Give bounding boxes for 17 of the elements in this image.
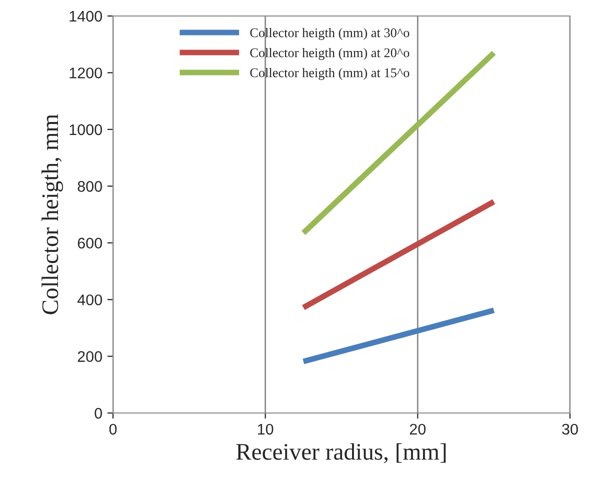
y-axis-title: Collector heigth, mm — [42, 114, 64, 314]
y-tick-label: 600 — [78, 238, 102, 249]
x-tick-label: 10 — [258, 424, 274, 435]
y-tick-label: 0 — [94, 408, 102, 419]
x-axis-title: Receiver radius, [mm] — [236, 443, 446, 464]
x-tick-label: 0 — [109, 424, 117, 435]
legend-label: Collector heigth (mm) at 30^o — [250, 28, 410, 40]
y-tick-label: 200 — [78, 351, 102, 362]
legend-label: Collector heigth (mm) at 15^o — [250, 68, 410, 80]
x-tick-label: 20 — [410, 424, 426, 435]
x-tick-label: 30 — [562, 424, 578, 435]
legend-label: Collector heigth (mm) at 20^o — [250, 48, 410, 60]
y-tick-label: 1200 — [70, 68, 102, 78]
y-tick-label: 800 — [78, 181, 102, 192]
y-tick-label: 400 — [77, 294, 102, 306]
y-tick-label: 1000 — [70, 124, 102, 136]
y-tick-label: 1400 — [70, 10, 102, 22]
